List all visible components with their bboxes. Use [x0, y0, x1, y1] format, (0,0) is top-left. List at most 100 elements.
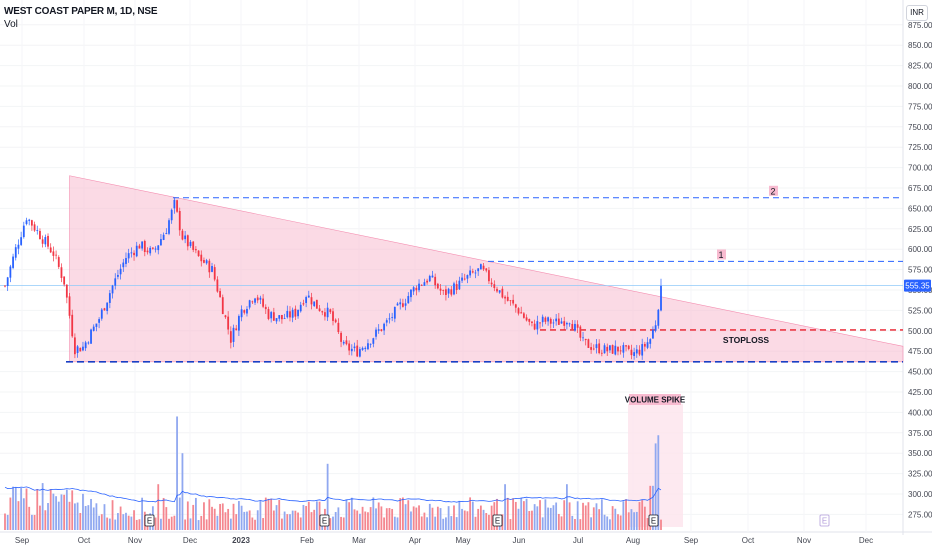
- candle-body: [418, 283, 420, 291]
- candle-body: [98, 319, 100, 323]
- volume-bar: [197, 520, 200, 530]
- candle-body: [297, 309, 299, 317]
- time-tick-label: Dec: [859, 536, 873, 545]
- candle-body: [305, 297, 308, 303]
- candle-body: [321, 311, 324, 313]
- volume-bar: [361, 506, 364, 530]
- candle-body: [509, 300, 512, 302]
- candle-body: [17, 244, 20, 249]
- volume-bar: [627, 512, 630, 530]
- volume-bar: [643, 506, 646, 530]
- volume-bar: [272, 510, 275, 530]
- volume-bar: [410, 511, 412, 530]
- volume-bar: [106, 517, 109, 530]
- volume-bar: [203, 502, 205, 530]
- candle-body: [119, 268, 122, 275]
- volume-bar: [211, 506, 213, 530]
- candle-body: [445, 289, 447, 296]
- candle-body: [638, 349, 641, 355]
- candle-body: [617, 346, 619, 352]
- volume-bar: [114, 519, 117, 530]
- volume-bar: [63, 494, 66, 530]
- currency-button[interactable]: INR: [906, 5, 928, 21]
- target-2-label-bg: [769, 185, 778, 196]
- stoploss-label: STOPLOSS: [723, 335, 769, 345]
- candle-body: [566, 322, 568, 325]
- candle-body: [82, 346, 84, 351]
- volume-bar: [275, 505, 278, 530]
- candle-body: [477, 268, 480, 272]
- candle-body: [170, 209, 173, 221]
- volume-bar: [445, 517, 447, 530]
- candle-body: [442, 290, 445, 291]
- candle-body: [208, 260, 211, 273]
- candle-body: [146, 250, 149, 253]
- price-tick-label: 825.00: [908, 62, 932, 71]
- candle-body: [541, 316, 544, 323]
- volume-bar: [310, 512, 313, 530]
- candle-body: [262, 298, 264, 307]
- time-tick-label: Oct: [742, 536, 755, 545]
- volume-bar: [57, 501, 60, 530]
- price-tick-label: 300.00: [908, 490, 932, 499]
- volume-bar: [407, 500, 410, 530]
- volume-bar: [584, 505, 587, 530]
- candle-body: [525, 317, 528, 321]
- volume-bar: [466, 511, 469, 530]
- candle-body: [184, 235, 187, 240]
- volume-bar: [649, 485, 652, 530]
- volume-bar: [92, 507, 95, 530]
- volume-bar: [617, 514, 619, 530]
- earnings-marker-label: E: [322, 517, 327, 526]
- symbol-title: WEST COAST PAPER M, 1D, NSE: [4, 6, 158, 17]
- candle-body: [410, 289, 412, 298]
- volume-bar: [302, 504, 305, 530]
- volume-bar: [297, 512, 299, 530]
- candle-body: [310, 297, 313, 305]
- volume-bar: [415, 507, 418, 530]
- candle-body: [482, 265, 485, 270]
- candle-body: [130, 252, 133, 254]
- volume-bar: [439, 508, 442, 530]
- volume-bar: [590, 517, 592, 530]
- volume-bar: [12, 486, 14, 530]
- volume-bar: [603, 514, 606, 530]
- candle-body: [630, 349, 633, 356]
- volume-bar: [552, 505, 555, 530]
- volume-bar: [122, 514, 125, 530]
- volume-bar: [154, 517, 157, 530]
- volume-bar: [84, 506, 87, 530]
- candle-body: [627, 345, 630, 349]
- volume-bar: [453, 505, 455, 530]
- volume-bar: [396, 517, 399, 530]
- candle-body: [272, 312, 275, 321]
- candle-body: [238, 316, 240, 331]
- volume-bar: [111, 500, 114, 530]
- volume-bar: [520, 498, 523, 530]
- candle-body: [44, 237, 47, 245]
- price-tick-label: 650.00: [908, 204, 932, 213]
- candle-body: [103, 308, 106, 311]
- volume-bar: [39, 505, 41, 530]
- candle-body: [211, 265, 213, 272]
- candle-body: [289, 311, 291, 318]
- earnings-marker-label: E: [495, 517, 500, 526]
- time-tick-label: Dec: [183, 536, 197, 545]
- volume-bar: [168, 518, 170, 530]
- volume-bar: [14, 487, 17, 530]
- candle-body: [281, 315, 283, 320]
- candle-body: [114, 278, 117, 286]
- candle-body: [267, 309, 270, 319]
- volume-bar: [369, 507, 372, 530]
- volume-bar: [246, 511, 248, 530]
- candle-body: [302, 303, 305, 305]
- price-tick-label: 275.00: [908, 510, 932, 519]
- candle-body: [512, 299, 515, 304]
- candle-body: [555, 318, 558, 322]
- volume-bar: [71, 490, 74, 530]
- volume-bar: [178, 497, 181, 530]
- candle-body: [574, 323, 576, 331]
- price-tick-label: 350.00: [908, 449, 932, 458]
